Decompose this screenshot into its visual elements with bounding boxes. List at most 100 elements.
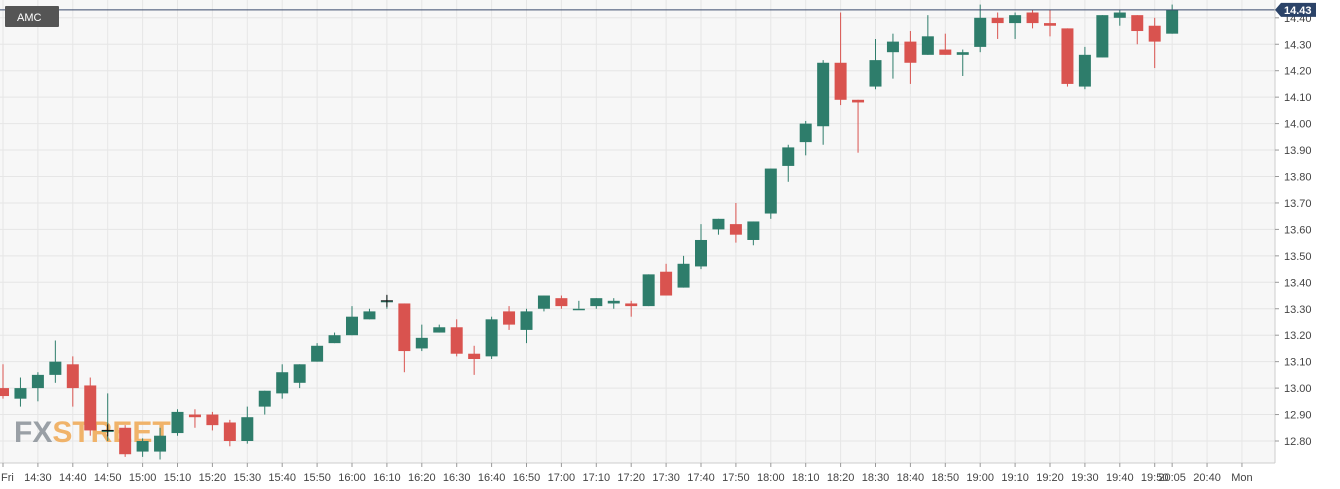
x-tick-label: 18:50 [932,472,960,484]
candle[interactable] [276,364,289,399]
candle[interactable] [14,377,27,407]
candle[interactable] [433,324,446,333]
x-tick-label: 15:10 [164,472,192,484]
candle[interactable] [0,364,9,399]
candle[interactable] [66,356,79,407]
x-tick-label: 18:10 [792,472,820,484]
candle[interactable] [974,4,987,53]
candle[interactable] [119,425,132,457]
y-tick-label: 13.50 [1284,251,1312,263]
candle[interactable] [956,49,969,76]
candle[interactable] [84,377,97,436]
candle[interactable] [852,99,865,153]
candle[interactable] [206,411,219,431]
y-tick-label: 14.20 [1284,66,1312,78]
candle-body-up [293,364,306,383]
candle[interactable] [520,308,533,344]
candle[interactable] [1078,46,1091,90]
candle[interactable] [398,303,411,373]
candle[interactable] [712,218,725,235]
candle[interactable] [921,15,934,55]
candle[interactable] [468,345,481,375]
candle[interactable] [311,343,324,362]
candle[interactable] [1131,15,1144,45]
candle[interactable] [834,12,847,106]
candle-body-up [31,374,44,389]
candle[interactable] [1148,17,1161,69]
x-tick-label: 15:20 [199,472,227,484]
x-tick-label: 16:20 [408,472,436,484]
x-tick-label: 18:20 [827,472,855,484]
candle[interactable] [293,364,306,389]
candle-body-down [852,99,865,103]
candle-body-down [66,364,79,389]
candle[interactable] [625,300,638,317]
candle[interactable] [939,33,952,55]
candle[interactable] [136,438,149,457]
candle[interactable] [991,12,1004,39]
candle[interactable] [572,300,585,311]
candle[interactable] [782,144,795,182]
candle[interactable] [49,340,62,383]
candle[interactable] [1009,12,1022,39]
candle[interactable] [485,316,498,360]
candle[interactable] [1061,28,1074,87]
x-tick-label: 15:40 [268,472,296,484]
candle[interactable] [869,38,882,90]
candle[interactable] [590,298,603,309]
candle[interactable] [328,332,341,344]
x-tick-label: 19:50 [1141,472,1169,484]
x-tick-label: 15:50 [303,472,331,484]
candle[interactable] [171,409,184,436]
candle-body-up [1096,15,1109,58]
candle[interactable] [886,33,899,79]
candle[interactable] [555,295,568,309]
candle[interactable] [363,308,376,320]
crosshair-marks [101,294,393,437]
candle[interactable] [241,406,254,444]
candle[interactable] [346,306,358,336]
candle[interactable] [154,427,167,460]
candle[interactable] [695,224,707,270]
candle[interactable] [729,202,742,243]
candle[interactable] [904,31,917,84]
candle[interactable] [607,298,620,309]
symbol-badge[interactable]: AMC [5,6,59,27]
candle[interactable] [677,255,690,288]
candles [0,4,1179,460]
candle[interactable] [537,295,550,312]
candle[interactable] [1044,9,1056,37]
candle[interactable] [799,120,812,156]
candle-body-down [939,49,952,55]
candle[interactable] [450,319,463,357]
candle[interactable] [817,60,830,145]
x-tick-label: 14:50 [94,472,122,484]
candle[interactable] [660,263,673,296]
candle[interactable] [1113,9,1126,26]
candle[interactable] [1026,9,1039,29]
candle-body-up [154,435,167,452]
candle-body-up [171,411,184,434]
symbol-label: AMC [17,12,42,24]
x-tick-label: 17:10 [583,472,611,484]
candle[interactable] [764,168,777,219]
candle-body-down [450,327,463,354]
candle[interactable] [31,372,44,402]
candle[interactable] [503,306,516,330]
candle[interactable] [642,274,655,307]
candle[interactable] [223,419,236,447]
candle-body-up [677,263,690,288]
candle-body-down [468,353,481,360]
y-tick-label: 12.90 [1284,410,1312,422]
candle[interactable] [1096,15,1109,58]
candle[interactable] [188,409,201,428]
x-tick-label: 17:50 [722,472,750,484]
candle[interactable] [747,221,760,246]
x-tick-label: 19:40 [1106,472,1134,484]
x-axis-ticks: Fri 14:30 14:40 14:50 15:00 15:10 15:20 15:30 15… [1,463,1253,484]
candle[interactable] [415,324,428,352]
candle[interactable] [258,390,271,415]
x-tick-label: 18:40 [897,472,925,484]
